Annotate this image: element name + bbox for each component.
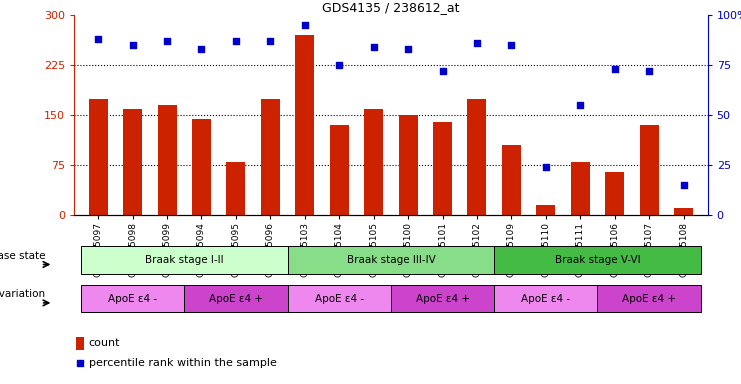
Bar: [185, 285, 288, 313]
Bar: [296, 35, 314, 215]
Point: [609, 66, 621, 72]
Point: [265, 38, 276, 45]
Point: [74, 360, 86, 366]
Bar: [597, 285, 701, 313]
Text: Braak stage V-VI: Braak stage V-VI: [555, 255, 640, 265]
Bar: [571, 162, 590, 215]
Bar: [81, 247, 288, 274]
Bar: [76, 337, 84, 349]
Point: [93, 36, 104, 42]
Point: [161, 38, 173, 45]
Bar: [605, 172, 624, 215]
Bar: [674, 209, 693, 215]
Point: [436, 68, 448, 74]
Point: [471, 40, 483, 46]
Bar: [433, 122, 452, 215]
Bar: [399, 115, 418, 215]
Point: [196, 46, 207, 52]
Bar: [123, 109, 142, 215]
Point: [540, 164, 552, 170]
Point: [643, 68, 655, 74]
Bar: [391, 285, 494, 313]
Bar: [502, 145, 521, 215]
Text: ApoE ε4 -: ApoE ε4 -: [521, 293, 571, 304]
Bar: [288, 247, 494, 274]
Bar: [288, 285, 391, 313]
Bar: [261, 99, 280, 215]
Bar: [330, 125, 349, 215]
Bar: [89, 99, 107, 215]
Bar: [639, 125, 659, 215]
Text: disease state: disease state: [0, 251, 46, 261]
Text: ApoE ε4 -: ApoE ε4 -: [315, 293, 364, 304]
Point: [333, 62, 345, 68]
Bar: [158, 105, 176, 215]
Point: [505, 42, 517, 48]
Bar: [364, 109, 383, 215]
Bar: [494, 285, 597, 313]
Bar: [81, 285, 185, 313]
Point: [127, 42, 139, 48]
Point: [230, 38, 242, 45]
Text: Braak stage I-II: Braak stage I-II: [145, 255, 224, 265]
Text: Braak stage III-IV: Braak stage III-IV: [347, 255, 435, 265]
Bar: [494, 247, 701, 274]
Text: count: count: [88, 338, 120, 348]
Bar: [192, 119, 211, 215]
Point: [677, 182, 689, 188]
Point: [299, 22, 310, 28]
Bar: [227, 162, 245, 215]
Title: GDS4135 / 238612_at: GDS4135 / 238612_at: [322, 1, 459, 14]
Bar: [536, 205, 555, 215]
Point: [368, 44, 379, 50]
Text: ApoE ε4 +: ApoE ε4 +: [416, 293, 470, 304]
Point: [402, 46, 414, 52]
Text: ApoE ε4 +: ApoE ε4 +: [209, 293, 263, 304]
Text: ApoE ε4 -: ApoE ε4 -: [108, 293, 157, 304]
Bar: [468, 99, 486, 215]
Text: percentile rank within the sample: percentile rank within the sample: [88, 358, 276, 368]
Point: [574, 102, 586, 108]
Text: ApoE ε4 +: ApoE ε4 +: [622, 293, 676, 304]
Text: genotype/variation: genotype/variation: [0, 289, 46, 299]
